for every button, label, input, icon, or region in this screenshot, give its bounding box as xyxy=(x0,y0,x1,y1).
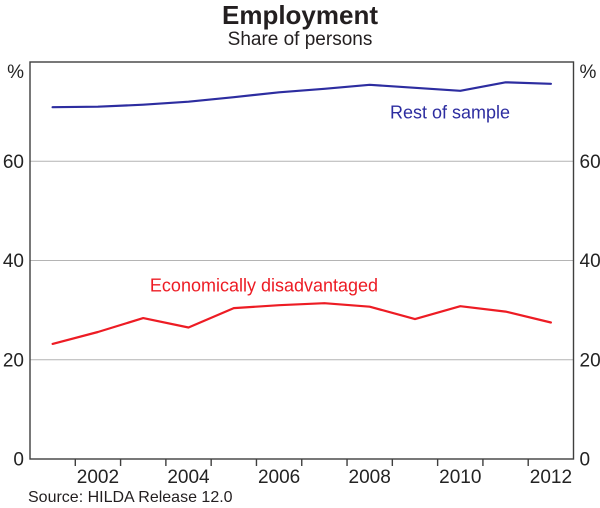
y-tick-label-left: 0 xyxy=(13,450,24,471)
chart-subtitle: Share of persons xyxy=(227,29,373,50)
x-tick-label: 2010 xyxy=(439,467,481,488)
series-label-economically-disadvantaged: Economically disadvantaged xyxy=(149,275,379,296)
y-tick-label-left: 20 xyxy=(3,350,24,371)
x-tick-label: 2004 xyxy=(167,467,210,488)
source-note: Source: HILDA Release 12.0 xyxy=(28,489,233,506)
x-tick-label: 2002 xyxy=(77,467,119,488)
unit-label-right: % xyxy=(580,62,597,83)
series-label-rest-of-sample: Rest of sample xyxy=(389,102,511,123)
y-tick-label-right: 0 xyxy=(580,450,591,471)
series-line-economically-disadvantaged xyxy=(51,302,553,345)
y-tick-label-left: 60 xyxy=(3,152,24,173)
series-line-rest-of-sample xyxy=(51,81,553,109)
y-tick-label-right: 60 xyxy=(580,152,600,173)
y-tick-label-left: 40 xyxy=(3,251,24,272)
y-tick-label-right: 40 xyxy=(580,251,600,272)
y-tick-label-right: 20 xyxy=(580,350,600,371)
chart-title: Employment xyxy=(221,0,379,30)
unit-label-left: % xyxy=(7,62,24,83)
x-tick-label: 2006 xyxy=(258,467,300,488)
x-tick-label: 2008 xyxy=(349,467,391,488)
x-tick-label: 2012 xyxy=(530,467,572,488)
